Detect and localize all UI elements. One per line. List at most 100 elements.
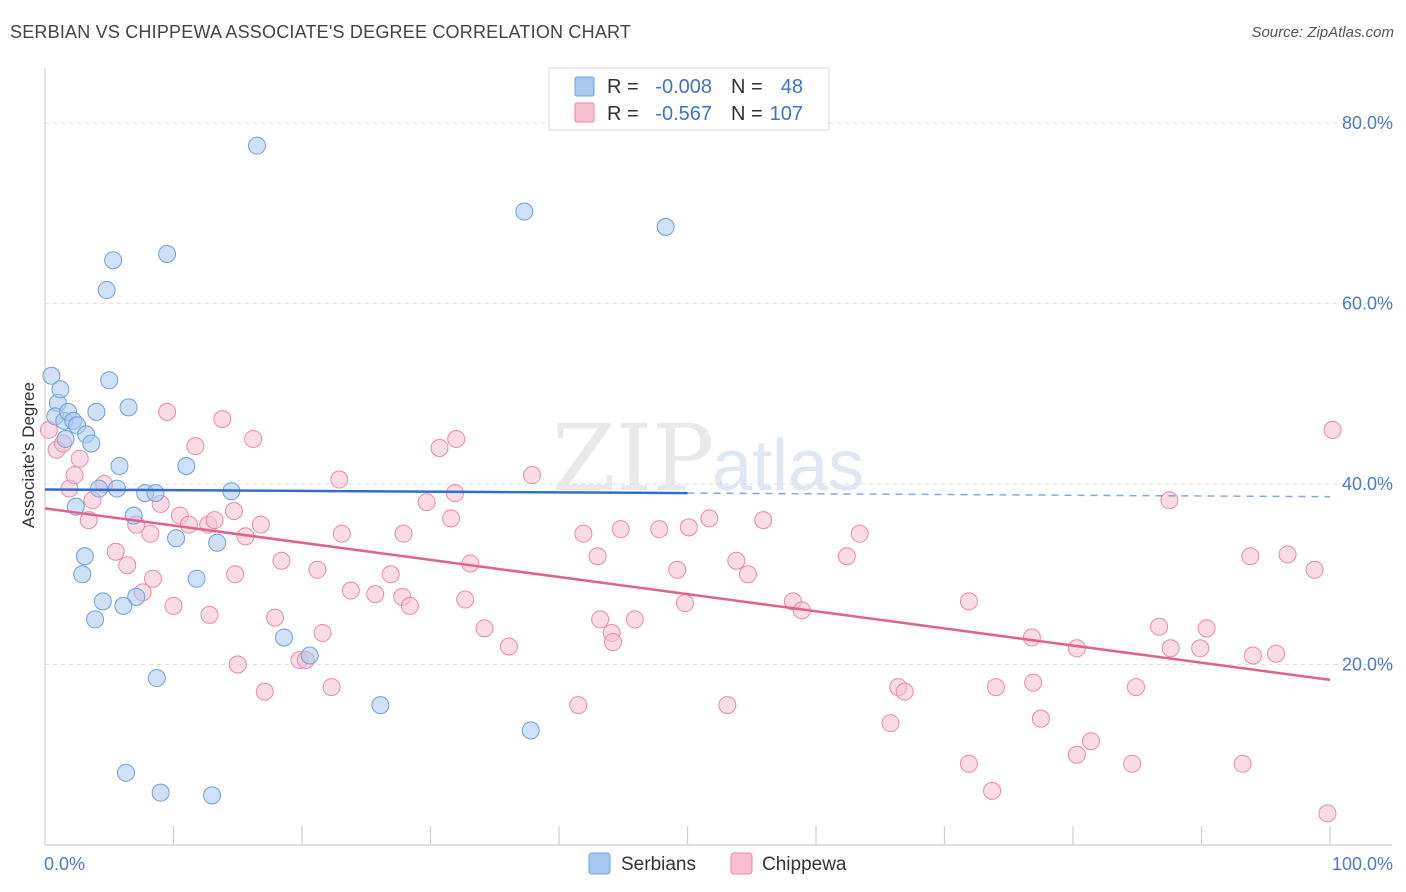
serbians-point (114, 596, 133, 615)
chippewa-point (850, 524, 869, 543)
chippewa-point (1197, 619, 1216, 638)
chippewa-point (679, 518, 698, 537)
watermark-zip: ZIP (552, 405, 714, 512)
chippewa-point (322, 678, 341, 697)
chippewa-trend-line (44, 507, 1331, 682)
serbians-point (82, 434, 101, 453)
chippewa-point (381, 565, 400, 584)
chippewa-point (588, 547, 607, 566)
serbians-point (51, 380, 70, 399)
serbians-trend-line-extension (687, 492, 1331, 498)
chippewa-point (1243, 646, 1262, 665)
legend-n-value-serbians: 48 (781, 76, 803, 98)
legend-r-value-serbians: -0.008 (655, 76, 712, 98)
chippewa-point (447, 429, 466, 448)
legend-top: R = -0.008 N = 48 R = -0.567 N = 107 (548, 67, 830, 131)
serbians-point (248, 136, 267, 155)
serbians-trend-line (44, 488, 688, 495)
y-tick-label: 60.0% (1342, 294, 1393, 314)
y-tick-labels: 20.0% 40.0% 60.0% 80.0% (1342, 113, 1393, 674)
legend-r-label-serbians: R = (607, 76, 639, 98)
chippewa-point (675, 594, 694, 613)
chippewa-point (727, 551, 746, 570)
chippewa-point (70, 449, 89, 468)
serbians-point (107, 479, 126, 498)
chippewa-point (475, 619, 494, 638)
legend-n-value-chippewa: 107 (770, 103, 803, 125)
chippewa-point (499, 637, 518, 656)
chippewa-point (754, 511, 773, 530)
legend-bottom: Serbians Chippewa (588, 852, 847, 875)
chippewa-point (881, 714, 900, 733)
bottom-legend-label-serbians: Serbians (621, 854, 696, 875)
chippewa-point (200, 605, 219, 624)
chippewa-point (417, 493, 436, 512)
chippewa-point (141, 524, 160, 543)
chippewa-point (244, 429, 263, 448)
chippewa-point (569, 696, 588, 715)
serbians-point (177, 457, 196, 476)
chippewa-point (1067, 639, 1086, 658)
chippewa-point (574, 524, 593, 543)
chippewa-point (1318, 804, 1337, 823)
axes (44, 68, 1392, 846)
bottom-legend-swatch-chippewa (730, 852, 753, 875)
chippewa-point (650, 520, 669, 539)
serbians-point (73, 565, 92, 584)
bottom-legend-label-chippewa: Chippewa (762, 854, 847, 875)
serbians-point (371, 696, 390, 715)
chippewa-point (700, 509, 719, 528)
serbians-point (275, 628, 294, 647)
legend-n-label-serbians: N = (731, 76, 763, 98)
chippewa-point (65, 466, 84, 485)
x-ticks (172, 826, 1331, 845)
chippewa-point (1123, 754, 1142, 773)
y-tick-label: 80.0% (1342, 113, 1393, 133)
chippewa-point (1241, 547, 1260, 566)
serbians-point (56, 429, 75, 448)
chippewa-point (456, 590, 475, 609)
chippewa-point (186, 437, 205, 456)
chippewa-point (738, 565, 757, 584)
chippewa-point (164, 596, 183, 615)
serbians-point (97, 281, 116, 300)
serbians-point (208, 533, 227, 552)
chippewa-point (1067, 745, 1086, 764)
chippewa-point (224, 502, 243, 521)
chippewa-point (228, 655, 247, 674)
chippewa-point (400, 596, 419, 615)
chippewa-point (1323, 420, 1342, 439)
chippewa-point (1278, 545, 1297, 564)
chippewa-point (143, 569, 162, 588)
serbians-points (42, 136, 675, 805)
serbians-point (86, 610, 105, 629)
serbians-point (187, 569, 206, 588)
legend-box (548, 67, 830, 131)
chippewa-point (603, 632, 622, 651)
chippewa-point (1233, 754, 1252, 773)
serbians-point (515, 202, 534, 221)
chippewa-point (213, 410, 232, 429)
source-label: Source: ZipAtlas.com (1251, 24, 1394, 41)
serbians-point (119, 398, 138, 417)
chippewa-point (1305, 560, 1324, 579)
chippewa-point (366, 585, 385, 604)
legend-swatch-chippewa (574, 102, 595, 123)
chippewa-point (266, 608, 285, 627)
chippewa-point (330, 470, 349, 489)
serbians-point (93, 592, 112, 611)
chippewa-point (255, 682, 274, 701)
chippewa-point (445, 484, 464, 503)
legend-r-value-chippewa: -0.567 (655, 103, 712, 125)
x-tick-label-min: 0.0% (44, 854, 85, 874)
chippewa-point (1081, 732, 1100, 751)
legend-r-label-chippewa: R = (607, 103, 639, 125)
serbians-point (146, 484, 165, 503)
y-tick-label: 20.0% (1342, 655, 1393, 675)
serbians-point (116, 763, 135, 782)
chippewa-point (308, 560, 327, 579)
chippewa-point (1024, 673, 1043, 692)
chippewa-point (1150, 617, 1169, 636)
serbians-point (87, 402, 106, 421)
chippewa-point (1191, 639, 1210, 658)
